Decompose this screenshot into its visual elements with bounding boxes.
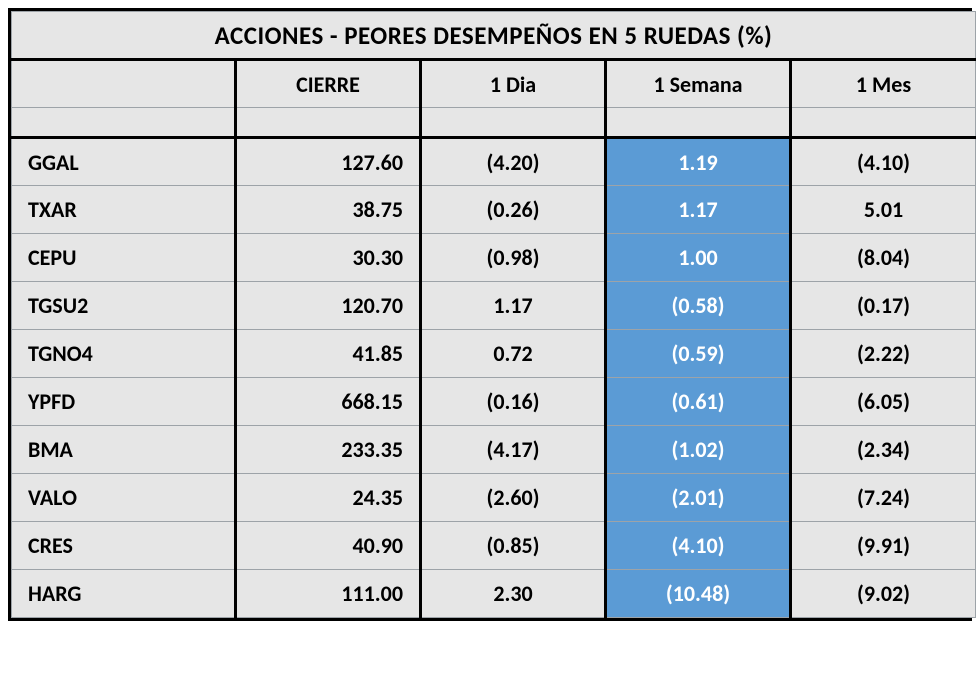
cell-ticker: YPFD [12, 378, 236, 426]
cell-semana: 1.19 [606, 138, 791, 186]
cell-ticker: BMA [12, 426, 236, 474]
table-body: GGAL127.60(4.20)1.19(4.10)TXAR38.75(0.26… [12, 138, 976, 618]
cell-mes: (6.05) [791, 378, 976, 426]
cell-dia: (0.26) [421, 186, 606, 234]
column-header-ticker [12, 60, 236, 108]
header-row: CIERRE 1 Dia 1 Semana 1 Mes [12, 60, 976, 108]
cell-semana: (4.10) [606, 522, 791, 570]
table-row: YPFD668.15(0.16)(0.61)(6.05) [12, 378, 976, 426]
cell-cierre: 233.35 [236, 426, 421, 474]
cell-ticker: GGAL [12, 138, 236, 186]
table-row: VALO24.35(2.60)(2.01)(7.24) [12, 474, 976, 522]
cell-ticker: VALO [12, 474, 236, 522]
cell-mes: (8.04) [791, 234, 976, 282]
cell-ticker: TGNO4 [12, 330, 236, 378]
cell-semana: (1.02) [606, 426, 791, 474]
cell-cierre: 120.70 [236, 282, 421, 330]
cell-semana: (0.61) [606, 378, 791, 426]
table-row: CRES40.90(0.85)(4.10)(9.91) [12, 522, 976, 570]
cell-cierre: 40.90 [236, 522, 421, 570]
column-header-semana: 1 Semana [606, 60, 791, 108]
cell-mes: (0.17) [791, 282, 976, 330]
column-header-cierre: CIERRE [236, 60, 421, 108]
cell-mes: (7.24) [791, 474, 976, 522]
cell-semana: 1.17 [606, 186, 791, 234]
cell-ticker: CRES [12, 522, 236, 570]
title-row: ACCIONES - PEORES DESEMPEÑOS EN 5 RUEDAS… [12, 12, 976, 60]
cell-cierre: 41.85 [236, 330, 421, 378]
cell-cierre: 38.75 [236, 186, 421, 234]
cell-dia: (2.60) [421, 474, 606, 522]
cell-dia: (4.17) [421, 426, 606, 474]
table-row: HARG111.002.30(10.48)(9.02) [12, 570, 976, 618]
table-row: CEPU30.30(0.98)1.00(8.04) [12, 234, 976, 282]
cell-cierre: 127.60 [236, 138, 421, 186]
cell-cierre: 24.35 [236, 474, 421, 522]
cell-semana: (0.58) [606, 282, 791, 330]
cell-semana: (2.01) [606, 474, 791, 522]
cell-dia: (4.20) [421, 138, 606, 186]
cell-dia: (0.98) [421, 234, 606, 282]
table-row: BMA233.35(4.17)(1.02)(2.34) [12, 426, 976, 474]
table-row: TGNO441.850.72(0.59)(2.22) [12, 330, 976, 378]
cell-cierre: 30.30 [236, 234, 421, 282]
cell-ticker: TXAR [12, 186, 236, 234]
table-row: TGSU2120.701.17(0.58)(0.17) [12, 282, 976, 330]
cell-dia: (0.16) [421, 378, 606, 426]
spacer-row [12, 108, 976, 138]
table-row: TXAR38.75(0.26)1.175.01 [12, 186, 976, 234]
cell-mes: (2.34) [791, 426, 976, 474]
cell-semana: (0.59) [606, 330, 791, 378]
cell-dia: 0.72 [421, 330, 606, 378]
stocks-worst-performance-table: ACCIONES - PEORES DESEMPEÑOS EN 5 RUEDAS… [8, 8, 972, 621]
column-header-mes: 1 Mes [791, 60, 976, 108]
cell-mes: 5.01 [791, 186, 976, 234]
table-title: ACCIONES - PEORES DESEMPEÑOS EN 5 RUEDAS… [12, 12, 976, 60]
cell-mes: (4.10) [791, 138, 976, 186]
cell-cierre: 668.15 [236, 378, 421, 426]
performance-table: ACCIONES - PEORES DESEMPEÑOS EN 5 RUEDAS… [11, 11, 976, 618]
cell-ticker: HARG [12, 570, 236, 618]
cell-mes: (2.22) [791, 330, 976, 378]
cell-ticker: CEPU [12, 234, 236, 282]
cell-mes: (9.91) [791, 522, 976, 570]
cell-semana: 1.00 [606, 234, 791, 282]
cell-cierre: 111.00 [236, 570, 421, 618]
cell-mes: (9.02) [791, 570, 976, 618]
cell-dia: (0.85) [421, 522, 606, 570]
table-row: GGAL127.60(4.20)1.19(4.10) [12, 138, 976, 186]
cell-dia: 2.30 [421, 570, 606, 618]
cell-semana: (10.48) [606, 570, 791, 618]
cell-dia: 1.17 [421, 282, 606, 330]
cell-ticker: TGSU2 [12, 282, 236, 330]
column-header-dia: 1 Dia [421, 60, 606, 108]
